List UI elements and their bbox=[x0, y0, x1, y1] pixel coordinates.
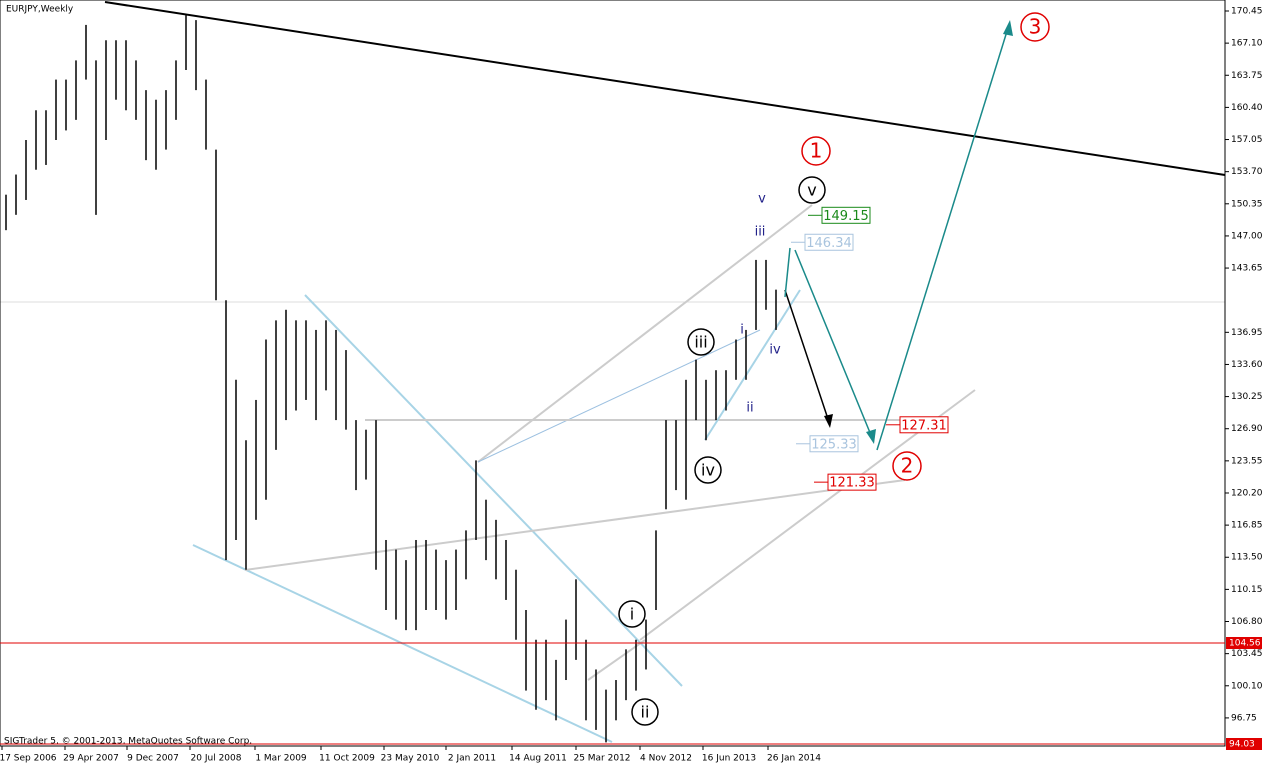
trend-line bbox=[104, 1, 1226, 176]
y-tick-label: 167.10 bbox=[1231, 39, 1263, 49]
channel-line bbox=[477, 329, 761, 463]
x-tick-label: 26 Jan 2014 bbox=[767, 754, 821, 764]
y-tick-label: 113.50 bbox=[1231, 553, 1263, 563]
y-tick-label: 170.45 bbox=[1231, 7, 1263, 17]
footer: SIGTrader 5, © 2001-2013, MetaQuotes Sof… bbox=[4, 737, 252, 747]
price-label-box bbox=[899, 416, 949, 434]
circled-label: iv bbox=[701, 461, 715, 480]
chart-title: EURJPY,Weekly bbox=[6, 5, 74, 15]
wave-circle bbox=[798, 176, 826, 204]
arrow bbox=[784, 247, 791, 298]
wave-label: i bbox=[740, 323, 744, 338]
y-tick-label: 110.15 bbox=[1231, 585, 1263, 595]
wave-label: v bbox=[758, 192, 766, 207]
price-label-box bbox=[804, 233, 854, 251]
price-level-box bbox=[1226, 636, 1262, 649]
y-tick-label: 103.45 bbox=[1231, 649, 1263, 659]
x-tick-label: 29 Apr 2007 bbox=[63, 754, 119, 764]
y-tick-label: 96.75 bbox=[1231, 713, 1257, 723]
y-tick-label: 163.75 bbox=[1231, 71, 1263, 81]
channel-line bbox=[244, 479, 906, 571]
y-tick-label: 130.25 bbox=[1231, 392, 1263, 402]
wedge-line bbox=[192, 544, 613, 743]
x-tick-label: 23 May 2010 bbox=[381, 754, 440, 764]
wave-circle bbox=[694, 456, 722, 484]
channel-line bbox=[704, 289, 801, 441]
y-tick-label: 147.00 bbox=[1231, 231, 1263, 241]
arrow bbox=[876, 27, 1009, 451]
price-label-box bbox=[827, 473, 877, 491]
x-tick-label: 14 Aug 2011 bbox=[509, 754, 567, 764]
y-tick-label: 143.65 bbox=[1231, 264, 1263, 274]
arrow-head bbox=[824, 414, 833, 428]
wave-circle bbox=[618, 600, 646, 628]
arrow bbox=[784, 289, 831, 426]
major-circle bbox=[801, 136, 831, 166]
plot-frame bbox=[0, 0, 1226, 747]
price-label-box bbox=[821, 206, 871, 224]
wave-circle bbox=[631, 698, 659, 726]
wave-circle bbox=[687, 328, 715, 356]
y-tick-label: 133.60 bbox=[1231, 360, 1263, 370]
price-label: 127.31 bbox=[901, 418, 947, 433]
major-label: 2 bbox=[901, 454, 914, 478]
wedge-line bbox=[304, 294, 683, 687]
price-label: 121.33 bbox=[829, 476, 875, 491]
arrow-head bbox=[1003, 20, 1013, 36]
y-tick-label: 106.80 bbox=[1231, 617, 1263, 627]
price-label: 146.34 bbox=[806, 236, 852, 251]
major-label: 1 bbox=[810, 139, 823, 163]
y-tick-label: 153.70 bbox=[1231, 167, 1263, 177]
major-label: 3 bbox=[1029, 15, 1042, 39]
x-tick-label: 25 Mar 2012 bbox=[573, 754, 630, 764]
x-tick-label: 20 Jul 2008 bbox=[191, 754, 242, 764]
arrow bbox=[794, 249, 874, 441]
price-level-label: 104.56 bbox=[1229, 638, 1261, 648]
x-tick-label: 16 Jun 2013 bbox=[702, 754, 756, 764]
price-label: 149.15 bbox=[823, 209, 869, 224]
x-tick-label: 11 Oct 2009 bbox=[319, 754, 375, 764]
major-circle bbox=[1020, 12, 1050, 42]
x-tick-label: 17 Sep 2006 bbox=[0, 754, 57, 764]
y-tick-label: 126.90 bbox=[1231, 424, 1263, 434]
y-tick-label: 150.35 bbox=[1231, 199, 1263, 209]
price-level-box bbox=[1226, 738, 1262, 750]
y-tick-label: 120.20 bbox=[1231, 488, 1263, 498]
x-tick-label: 2 Jan 2011 bbox=[448, 754, 496, 764]
price-level-label: 94.03 bbox=[1229, 740, 1255, 750]
wave-label: ii bbox=[746, 401, 753, 416]
circled-label: i bbox=[630, 605, 634, 624]
y-tick-label: 116.85 bbox=[1231, 521, 1263, 531]
x-tick-label: 4 Nov 2012 bbox=[640, 754, 692, 764]
circled-label: v bbox=[807, 181, 816, 200]
price-label: 125.33 bbox=[811, 437, 857, 452]
y-tick-label: 123.55 bbox=[1231, 456, 1263, 466]
wave-label: iii bbox=[755, 225, 766, 240]
x-tick-label: 1 Mar 2009 bbox=[255, 754, 307, 764]
y-tick-label: 157.05 bbox=[1231, 135, 1263, 145]
arrow-head bbox=[866, 429, 876, 444]
wave-label: iv bbox=[769, 343, 781, 358]
circled-label: iii bbox=[694, 333, 707, 352]
y-tick-label: 160.40 bbox=[1231, 103, 1263, 113]
circled-label: ii bbox=[641, 703, 650, 722]
x-tick-label: 9 Dec 2007 bbox=[127, 754, 179, 764]
y-tick-label: 136.95 bbox=[1231, 328, 1263, 338]
major-circle bbox=[892, 451, 922, 481]
y-tick-label: 100.10 bbox=[1231, 681, 1263, 691]
price-label-box bbox=[809, 435, 859, 453]
